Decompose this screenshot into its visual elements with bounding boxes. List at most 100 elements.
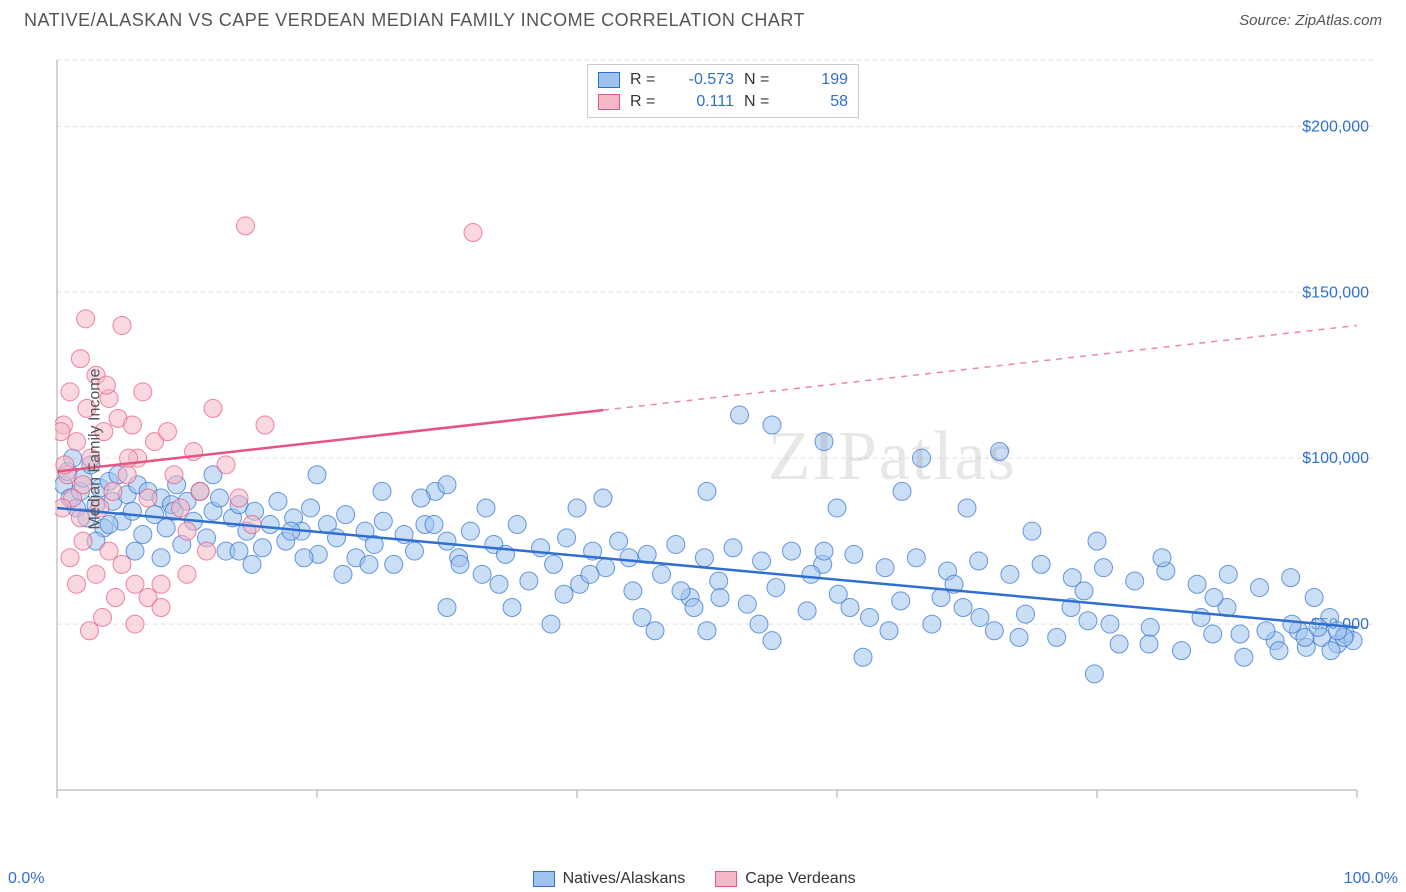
data-point [503,599,521,617]
data-point [724,539,742,557]
scatter-chart-svg: $50,000$100,000$150,000$200,000 [55,50,1375,820]
n-value: 58 [790,93,848,111]
data-point [126,575,144,593]
r-value: 0.111 [676,93,734,111]
data-point [139,489,157,507]
data-point [815,433,833,451]
data-point [253,539,271,557]
data-point [783,542,801,560]
data-point [374,512,392,530]
data-point [763,632,781,650]
data-point [94,608,112,626]
data-point [1283,615,1301,633]
data-point [1001,565,1019,583]
data-point [107,589,125,607]
n-value: 199 [790,71,848,89]
data-point [1101,615,1119,633]
data-point [970,552,988,570]
source-value: ZipAtlas.com [1295,12,1382,29]
data-point [1231,625,1249,643]
data-point [815,542,833,560]
data-point [178,522,196,540]
data-point [753,552,771,570]
data-point [1309,618,1327,636]
data-point [1141,618,1159,636]
data-point [438,532,456,550]
data-point [373,482,391,500]
data-point [438,599,456,617]
data-point [1257,622,1275,640]
data-point [104,482,122,500]
data-point [542,615,560,633]
data-point [555,585,573,603]
data-point [646,622,664,640]
data-point [1219,565,1237,583]
data-point [1079,612,1097,630]
data-point [1205,589,1223,607]
data-point [385,555,403,573]
y-tick-label: $200,000 [1302,118,1369,135]
data-point [71,350,89,368]
data-point [1017,605,1035,623]
data-point [841,599,859,617]
data-point [68,433,86,451]
data-point [1305,589,1323,607]
data-point [68,575,86,593]
data-point [126,542,144,560]
data-point [198,542,216,560]
data-point [61,383,79,401]
data-point [1322,642,1340,660]
r-value: -0.573 [676,71,734,89]
data-point [880,622,898,640]
data-point [55,423,70,441]
data-point [126,615,144,633]
data-point [845,545,863,563]
data-point [191,482,209,500]
data-point [261,516,279,534]
data-point [954,599,972,617]
data-point [295,549,313,567]
data-point [991,443,1009,461]
data-point [923,615,941,633]
data-point [1075,582,1093,600]
correlation-legend: R =-0.573N =199R =0.111N =58 [587,64,859,118]
data-point [763,416,781,434]
data-point [893,482,911,500]
data-point [302,499,320,517]
data-point [152,599,170,617]
chart-area: Median Family Income ZIPatlas $50,000$10… [55,50,1391,847]
data-point [633,608,651,626]
legend-stat-row: R =0.111N =58 [598,91,848,113]
data-point [406,542,424,560]
data-point [1188,575,1206,593]
legend-series-item: Natives/Alaskans [533,870,686,888]
data-point [1032,555,1050,573]
data-point [545,555,563,573]
data-point [230,489,248,507]
y-axis-label: Median Family Income [86,368,104,529]
data-point [308,466,326,484]
data-point [237,217,255,235]
x-axis-start-label: 0.0% [8,870,44,888]
data-point [698,482,716,500]
data-point [477,499,495,517]
data-point [1095,559,1113,577]
data-point [1126,572,1144,590]
data-point [473,565,491,583]
data-point [217,456,235,474]
source-label: Source: [1239,12,1291,29]
data-point [913,449,931,467]
data-point [767,579,785,597]
data-point [178,565,196,583]
data-point [932,589,950,607]
chart-title: NATIVE/ALASKAN VS CAPE VERDEAN MEDIAN FA… [24,10,805,31]
y-tick-label: $150,000 [1302,284,1369,301]
data-point [710,572,728,590]
data-point [802,565,820,583]
data-point [1204,625,1222,643]
data-point [624,582,642,600]
legend-series-label: Cape Verdeans [745,870,855,888]
legend-swatch [715,871,737,887]
data-point [1088,532,1106,550]
data-point [1153,549,1171,567]
